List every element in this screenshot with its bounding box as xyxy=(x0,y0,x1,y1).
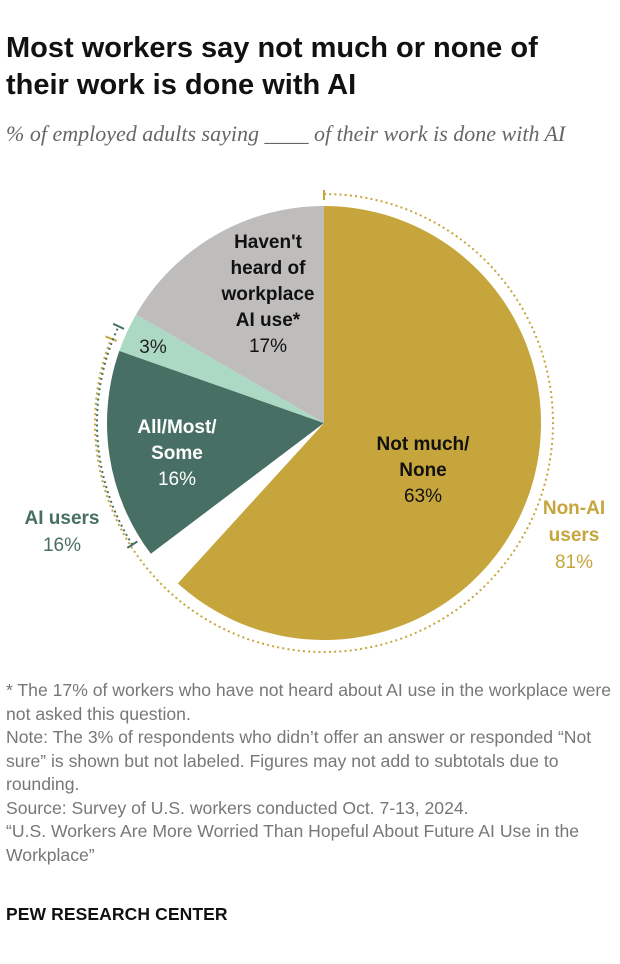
chart-title: Most workers say not much or none of the… xyxy=(6,32,538,101)
bracket-tick xyxy=(105,335,118,342)
slice-label-text: workplace xyxy=(221,284,315,305)
report-title: “U.S. Workers Are More Worried Than Hope… xyxy=(6,821,580,865)
pie-slice-haven-t-heard-of-workplace-ai-use xyxy=(136,206,324,423)
bracket-arc-non-ai-users xyxy=(94,193,554,653)
slice-value-label: 3% xyxy=(139,337,167,358)
slice-label-text: Some xyxy=(151,443,203,464)
note-text: Note: The 3% of respondents who didn’t o… xyxy=(6,727,592,794)
pie-slices xyxy=(107,206,542,640)
pie-slice-not-much-none xyxy=(177,206,542,640)
group-brackets xyxy=(94,190,554,653)
pie-slice-3 xyxy=(119,314,324,423)
slice-label-text: Not much/ xyxy=(377,434,471,455)
slice-label-text: Haven't xyxy=(234,232,303,253)
chart-notes: * The 17% of workers who have not heard … xyxy=(6,679,618,867)
slice-label-text: None xyxy=(399,460,447,481)
pie-slice-blank xyxy=(150,423,324,584)
slice-value-label: 63% xyxy=(404,486,442,507)
source-text: Source: Survey of U.S. workers conducted… xyxy=(6,797,469,818)
footnote-asterisk: * The 17% of workers who have not heard … xyxy=(6,680,612,724)
group-label-text: users xyxy=(549,525,600,546)
slice-label-text: heard of xyxy=(231,258,307,279)
group-label-text: Non-AI xyxy=(543,498,605,519)
bracket-tick xyxy=(112,322,125,330)
slice-value-label: 16% xyxy=(158,469,196,490)
bracket-arc-ai-users xyxy=(96,325,134,546)
group-label-text: AI users xyxy=(25,508,100,529)
group-value-label: 16% xyxy=(43,535,81,556)
pew-logo-text: PEW RESEARCH CENTER xyxy=(6,904,228,924)
pie-slice-all-most-some xyxy=(107,350,324,554)
group-value-label: 81% xyxy=(555,552,593,573)
slice-label-text: AI use* xyxy=(236,310,301,331)
slice-labels: Not much/None 63% All/Most/Some 16% 3% Haven'… xyxy=(25,232,606,573)
pie-chart: Not much/None 63% All/Most/Some 16% 3% Haven'… xyxy=(25,190,606,653)
bracket-tick xyxy=(126,540,138,549)
chart-subtitle: % of employed adults saying ____ of thei… xyxy=(6,121,566,146)
slice-label-text: All/Most/ xyxy=(137,417,217,438)
slice-value-label: 17% xyxy=(249,336,287,357)
